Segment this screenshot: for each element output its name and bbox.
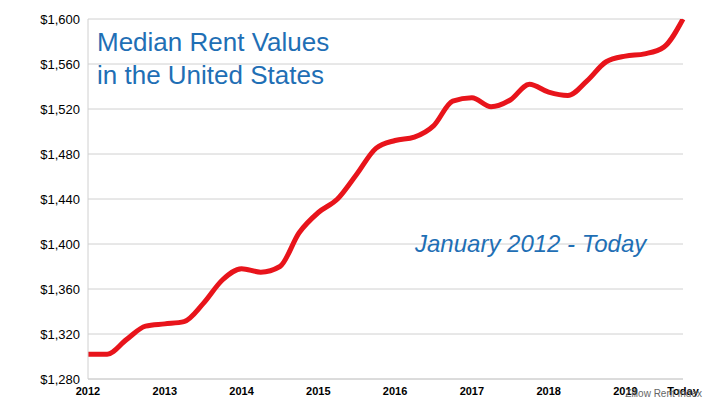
svg-text:2014: 2014: [229, 385, 254, 397]
svg-text:$1,360: $1,360: [40, 282, 80, 297]
svg-text:$1,520: $1,520: [40, 102, 80, 117]
svg-text:2013: 2013: [153, 385, 177, 397]
svg-text:2012: 2012: [75, 384, 101, 397]
svg-text:$1,400: $1,400: [40, 237, 80, 252]
svg-text:$1,600: $1,600: [40, 12, 80, 27]
svg-text:$1,280: $1,280: [40, 372, 80, 387]
svg-text:2016: 2016: [383, 385, 407, 397]
svg-text:2015: 2015: [306, 385, 330, 397]
svg-text:$1,560: $1,560: [40, 57, 80, 72]
svg-text:$1,320: $1,320: [40, 327, 80, 342]
svg-text:$1,440: $1,440: [40, 192, 80, 207]
svg-text:2018: 2018: [536, 385, 560, 397]
svg-text:2017: 2017: [460, 385, 484, 397]
svg-text:$1,480: $1,480: [40, 147, 80, 162]
html-text:January 2012 - Today: January 2012 - Today: [415, 230, 647, 257]
html-text:Median Rent Values in the Unit: Median Rent Values in the United States: [97, 27, 330, 90]
html-text:Zillow Rent Index: Zillow Rent Index: [625, 388, 702, 399]
